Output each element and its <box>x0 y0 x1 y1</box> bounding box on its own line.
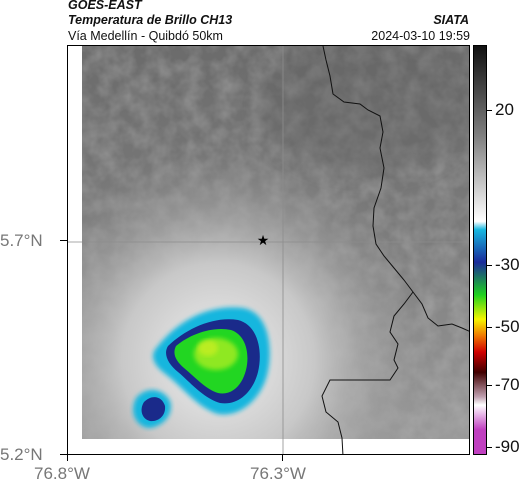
lon-label-76.3: 76.3°W <box>250 464 306 483</box>
product-title: Temperatura de Brillo CH13 <box>68 13 233 27</box>
lat-tick-mark <box>60 454 67 455</box>
lon-label-76.8: 76.8°W <box>34 464 90 483</box>
lon-tick-mark <box>282 455 283 461</box>
lat-label-5.2: 5.2°N <box>0 445 43 464</box>
boundary-line-east <box>322 46 469 332</box>
lat-tick-mark <box>60 240 67 241</box>
boundary-line-south <box>321 291 414 454</box>
colorbar-tick <box>487 327 492 328</box>
colorbar-tick <box>487 265 492 266</box>
colorbar-label: 20 <box>495 100 514 119</box>
dark-patch <box>258 46 469 176</box>
satellite-title: GOES-EAST <box>68 0 142 12</box>
lon-tick-mark <box>67 455 68 461</box>
lat-label-5.7: 5.7°N <box>0 231 43 250</box>
colorbar-tick <box>487 447 492 448</box>
colorbar-tick <box>487 110 492 111</box>
agency-label: SIATA <box>433 13 469 27</box>
star-icon: ★ <box>257 232 270 248</box>
timestamp-label: 2024-03-10 19:59 <box>371 29 470 43</box>
colorbar-label: -30 <box>495 255 520 274</box>
colorbar-tick <box>487 385 492 386</box>
route-label: Vía Medellín - Quibdó 50km <box>68 29 223 43</box>
colorbar-label: -50 <box>495 317 520 336</box>
map-panel: ★ <box>67 45 470 455</box>
colorbar-label: -70 <box>495 375 520 394</box>
satellite-image: ★ <box>68 46 469 454</box>
colorbar <box>473 45 487 455</box>
convective-cloud <box>133 307 270 428</box>
colorbar-label: -90 <box>495 437 520 456</box>
